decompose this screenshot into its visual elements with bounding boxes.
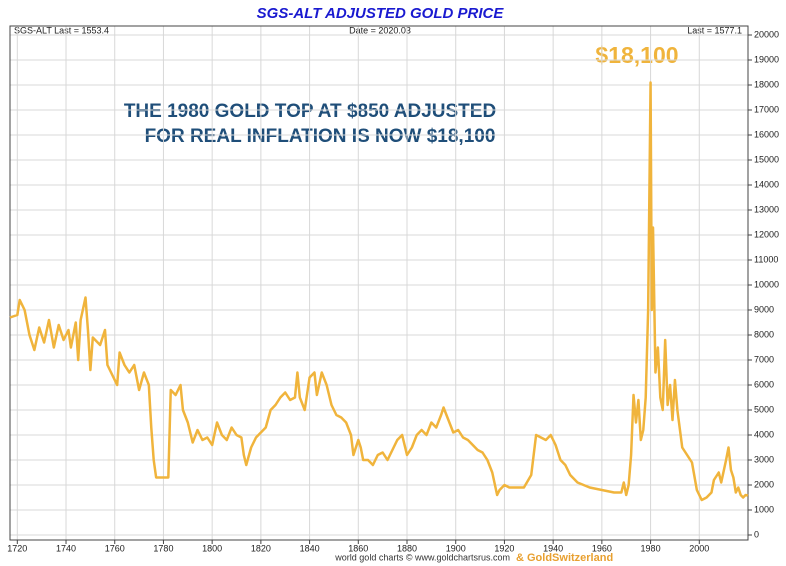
y-tick-label: 20000 — [754, 29, 779, 39]
y-tick-label: 4000 — [754, 429, 774, 439]
y-tick-label: 18000 — [754, 79, 779, 89]
y-tick-label: 1000 — [754, 504, 774, 514]
header-left: SGS-ALT Last = 1553.4 — [14, 25, 109, 35]
y-tick-label: 15000 — [754, 154, 779, 164]
peak-annotation: $18,100 — [595, 42, 678, 68]
y-tick-label: 13000 — [754, 204, 779, 214]
y-tick-label: 14000 — [754, 179, 779, 189]
x-tick-label: 1820 — [251, 543, 271, 553]
plot-frame — [9, 25, 749, 541]
y-tick-label: 3000 — [754, 454, 774, 464]
x-tick-label: 1840 — [300, 543, 320, 553]
y-tick-label: 8000 — [754, 329, 774, 339]
y-tick-label: 5000 — [754, 404, 774, 414]
y-tick-label: 17000 — [754, 104, 779, 114]
x-tick-label: 2000 — [689, 543, 709, 553]
y-tick-label: 0 — [754, 529, 759, 539]
x-tick-label: 1940 — [543, 543, 563, 553]
y-tick-label: 10000 — [754, 279, 779, 289]
x-tick-label: 1880 — [397, 543, 417, 553]
x-tick-label: 1920 — [494, 543, 514, 553]
y-tick-label: 9000 — [754, 304, 774, 314]
x-tick-label: 1960 — [592, 543, 612, 553]
y-tick-label: 12000 — [754, 229, 779, 239]
x-tick-label: 1740 — [56, 543, 76, 553]
x-tick-label: 1720 — [7, 543, 27, 553]
y-tick-label: 6000 — [754, 379, 774, 389]
annotation-line: FOR REAL INFLATION IS NOW $18,100 — [145, 126, 496, 147]
x-tick-label: 1980 — [641, 543, 661, 553]
footer: world gold charts © www.goldchartsrus.co… — [334, 552, 510, 562]
header-center: Date = 2020.03 — [349, 25, 411, 35]
price-line — [9, 81, 749, 502]
y-tick-label: 16000 — [754, 129, 779, 139]
y-tick-label: 11000 — [754, 254, 778, 264]
y-tick-label: 7000 — [754, 354, 774, 364]
x-tick-label: 1780 — [153, 543, 173, 553]
x-tick-label: 1800 — [202, 543, 222, 553]
y-tick-label: 19000 — [754, 54, 779, 64]
x-tick-label: 1860 — [348, 543, 368, 553]
y-tick-label: 2000 — [754, 479, 774, 489]
x-tick-label: 1900 — [446, 543, 466, 553]
header-right: Last = 1577.1 — [687, 25, 742, 35]
footer-brand: & GoldSwitzerland — [516, 552, 613, 564]
chart-title: SGS-ALT ADJUSTED GOLD PRICE — [257, 5, 505, 22]
x-tick-label: 1760 — [105, 543, 125, 553]
